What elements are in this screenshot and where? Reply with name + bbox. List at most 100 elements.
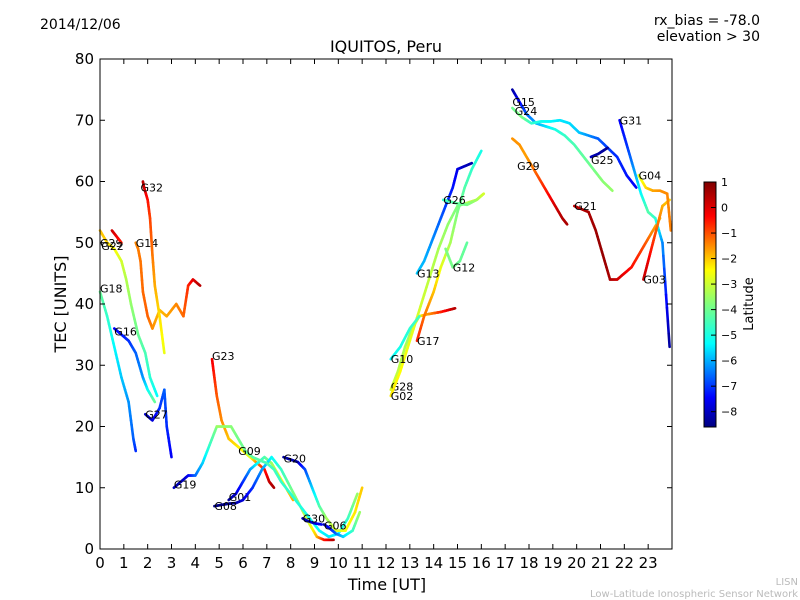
colorbar-tick-label: −1 xyxy=(721,227,737,240)
series-label: G18 xyxy=(100,283,123,296)
series-g27: G27 xyxy=(143,388,173,459)
series-label: G02 xyxy=(391,390,414,403)
x-tick-label: 12 xyxy=(376,554,395,572)
series-label: G25 xyxy=(591,154,614,167)
data-point xyxy=(359,486,364,493)
y-tick-label: 60 xyxy=(75,173,94,191)
colorbar-tick-label: −2 xyxy=(721,253,737,266)
colorbar-tick-label: −6 xyxy=(721,355,737,368)
series-label: G17 xyxy=(417,335,440,348)
y-tick-label: 20 xyxy=(75,418,94,436)
x-tick-label: 13 xyxy=(400,554,419,572)
data-point xyxy=(290,497,295,502)
y-tick-label: 70 xyxy=(75,111,94,129)
colorbar-tick-label: −7 xyxy=(721,380,737,393)
series-label: G16 xyxy=(114,326,137,339)
x-tick-label: 21 xyxy=(591,554,610,572)
x-tick-label: 2 xyxy=(143,554,153,572)
colorbar-tick-label: 1 xyxy=(721,176,728,189)
y-tick-label: 50 xyxy=(75,234,94,252)
series-label: G20 xyxy=(284,452,307,465)
series-label: G24 xyxy=(515,105,538,118)
series-g10: G10 xyxy=(389,314,421,366)
data-point xyxy=(481,192,486,196)
series-label: G27 xyxy=(145,408,168,421)
x-tick-label: 8 xyxy=(286,554,296,572)
series-label: G14 xyxy=(136,237,159,250)
data-point xyxy=(662,267,667,284)
data-point xyxy=(155,392,159,398)
data-point xyxy=(354,492,359,499)
series-g29b: G29 xyxy=(511,137,569,226)
series-g12: G12 xyxy=(444,241,476,274)
x-tick-label: 7 xyxy=(262,554,272,572)
x-tick-label: 11 xyxy=(353,554,372,572)
series-label: G13 xyxy=(417,267,440,280)
series-g18: G18 xyxy=(98,283,138,453)
series-label: G21 xyxy=(574,200,597,213)
series-label: G22 xyxy=(101,240,124,253)
date-label: 2014/12/06 xyxy=(40,17,121,33)
series-g25: G25 xyxy=(589,146,614,167)
data-point xyxy=(416,314,421,320)
data-point xyxy=(661,241,665,258)
colorbar-tick-label: 0 xyxy=(721,202,728,215)
x-tick-label: 6 xyxy=(238,554,248,572)
x-tick-label: 18 xyxy=(519,554,538,572)
data-point xyxy=(478,149,483,155)
series-label: G19 xyxy=(174,479,197,492)
series-label: G09 xyxy=(238,445,261,458)
series-label: G30 xyxy=(303,512,326,525)
x-tick-label: 3 xyxy=(167,554,177,572)
series-label: G31 xyxy=(620,114,643,127)
elevation-label: elevation > 30 xyxy=(656,29,760,45)
x-tick-label: 23 xyxy=(639,554,658,572)
y-tick-label: 80 xyxy=(75,50,94,68)
series-g32: G32 xyxy=(141,180,166,355)
colorbar-tick-label: −3 xyxy=(721,278,737,291)
x-tick-label: 5 xyxy=(214,554,224,572)
x-tick-label: 22 xyxy=(615,554,634,572)
y-axis-label: TEC [UNITS] xyxy=(51,256,70,354)
x-tick-label: 1 xyxy=(119,554,129,572)
series-label: G32 xyxy=(141,182,164,195)
x-tick-label: 0 xyxy=(95,554,105,572)
data-point xyxy=(357,510,362,516)
x-tick-label: 20 xyxy=(567,554,586,572)
series-label: G29 xyxy=(517,160,540,173)
data-point xyxy=(565,222,569,226)
series-g22: G22 xyxy=(101,229,124,253)
series-label: G12 xyxy=(453,261,476,274)
data-point xyxy=(119,240,123,245)
series-label: G10 xyxy=(391,353,414,366)
series-g29: G29 xyxy=(98,229,159,398)
series-g24: G24 xyxy=(511,105,638,189)
x-tick-label: 16 xyxy=(472,554,491,572)
data-point xyxy=(663,280,668,297)
x-tick-label: 9 xyxy=(310,554,320,572)
x-tick-label: 4 xyxy=(191,554,201,572)
colorbar-tick-label: −4 xyxy=(721,304,737,317)
data-point xyxy=(162,347,166,355)
colorbar-tick-label: −8 xyxy=(721,406,737,419)
series-g16: G16 xyxy=(113,326,157,404)
series-label: G29 xyxy=(100,237,123,250)
series-g15: G15 xyxy=(511,88,614,192)
x-axis-label: Time [UT] xyxy=(347,575,426,594)
series-g13: G13 xyxy=(415,161,474,280)
series-label: G03 xyxy=(643,274,666,287)
data-point xyxy=(667,332,671,349)
colorbar-ticks: 1 0 −1 −2 −3 −4 −5 −6 −7 −8 xyxy=(711,176,737,419)
series-g31: G31 xyxy=(618,114,671,349)
series-label: G15 xyxy=(512,96,535,109)
series-g26: G26 xyxy=(441,192,486,207)
credit-long: Low-Latitude Ionospheric Sensor Network xyxy=(590,589,798,600)
x-tick-label: 19 xyxy=(543,554,562,572)
series-label: G01 xyxy=(229,491,252,504)
x-tick-label: 10 xyxy=(329,554,348,572)
data-point xyxy=(665,306,670,323)
colorbar xyxy=(703,181,717,428)
data-point xyxy=(464,241,469,247)
